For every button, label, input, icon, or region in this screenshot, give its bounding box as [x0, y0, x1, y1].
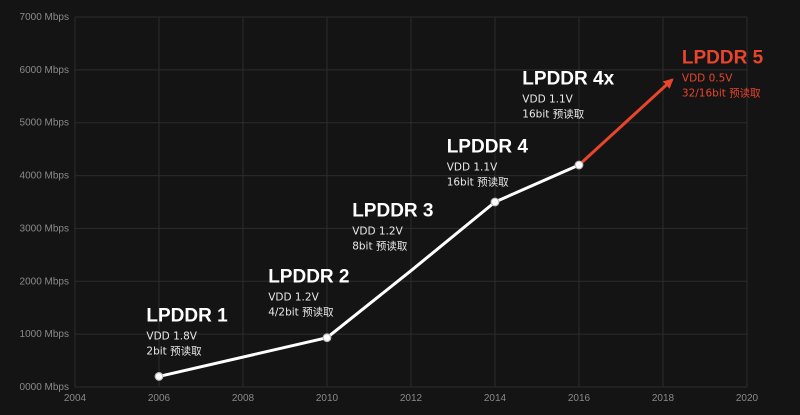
x-tick-label: 2020: [736, 393, 759, 404]
annotation-title: LPDDR 5: [682, 48, 764, 69]
x-tick-label: 2012: [400, 393, 423, 404]
data-point: [574, 160, 584, 170]
annotation-detail: VDD 0.5V: [682, 73, 733, 85]
y-tick-label: 3000 Mbps: [20, 223, 69, 234]
y-tick-label: 2000 Mbps: [20, 276, 69, 287]
annotation-1: LPDDR 2 VDD 1.2V 4/2bit 预读取: [268, 266, 349, 318]
annotation-detail: VDD 1.1V: [447, 161, 498, 173]
y-tick-label: 5000 Mbps: [20, 118, 69, 129]
y-tick-label: 6000 Mbps: [20, 65, 69, 76]
annotation-detail: 16bit 预读取: [447, 175, 509, 188]
annotation-detail: VDD 1.1V: [522, 94, 573, 106]
y-tick-label: 4000 Mbps: [20, 171, 69, 182]
annotation-title: LPDDR 1: [146, 305, 228, 326]
annotation-3: LPDDR 4 VDD 1.1V 16bit 预读取: [447, 136, 529, 188]
annotation-title: LPDDR 3: [352, 200, 433, 221]
annotation-detail: 16bit 预读取: [522, 108, 584, 121]
y-tick-label: 0000 Mbps: [20, 382, 69, 393]
x-tick-label: 2008: [232, 393, 255, 404]
annotation-detail: 2bit 预读取: [146, 344, 202, 357]
annotation-detail: VDD 1.2V: [352, 225, 403, 237]
annotation-detail: VDD 1.2V: [268, 291, 319, 303]
x-tick-label: 2016: [568, 393, 591, 404]
y-tick-label: 1000 Mbps: [20, 329, 69, 340]
annotation-detail: 32/16bit 预读取: [682, 87, 761, 100]
x-tick-label: 2006: [148, 393, 171, 404]
annotation-5: LPDDR 5 VDD 0.5V 32/16bit 预读取: [682, 48, 764, 100]
annotation-title: LPDDR 2: [268, 266, 349, 287]
x-tick-label: 2010: [316, 393, 339, 404]
annotations: LPDDR 1 VDD 1.8V 2bit 预读取 LPDDR 2 VDD 1.2V 4/…: [146, 48, 763, 358]
data-point: [490, 197, 500, 207]
annotation-4: LPDDR 4x VDD 1.1V 16bit 预读取: [522, 69, 614, 121]
x-tick-label: 2018: [652, 393, 675, 404]
y-tick-label: 7000 Mbps: [20, 12, 69, 23]
series: [154, 78, 674, 381]
series-line-0: [157, 163, 581, 378]
annotation-detail: VDD 1.8V: [146, 330, 197, 342]
data-point: [154, 372, 164, 381]
x-tick-label: 2004: [64, 393, 87, 404]
axis-labels: 2004 2006 2008 2010 2012 2014 2016 2018 2020 0000…: [20, 12, 759, 404]
annotation-title: LPDDR 4: [447, 136, 529, 157]
annotation-title: LPDDR 4x: [522, 69, 614, 90]
annotation-detail: 8bit 预读取: [352, 239, 408, 252]
x-tick-label: 2014: [484, 393, 507, 404]
annotation-0: LPDDR 1 VDD 1.8V 2bit 预读取: [146, 305, 228, 357]
data-point: [322, 333, 332, 343]
annotation-2: LPDDR 3 VDD 1.2V 8bit 预读取: [352, 200, 433, 252]
series-line-1: [577, 78, 674, 167]
annotation-detail: 4/2bit 预读取: [268, 305, 334, 318]
